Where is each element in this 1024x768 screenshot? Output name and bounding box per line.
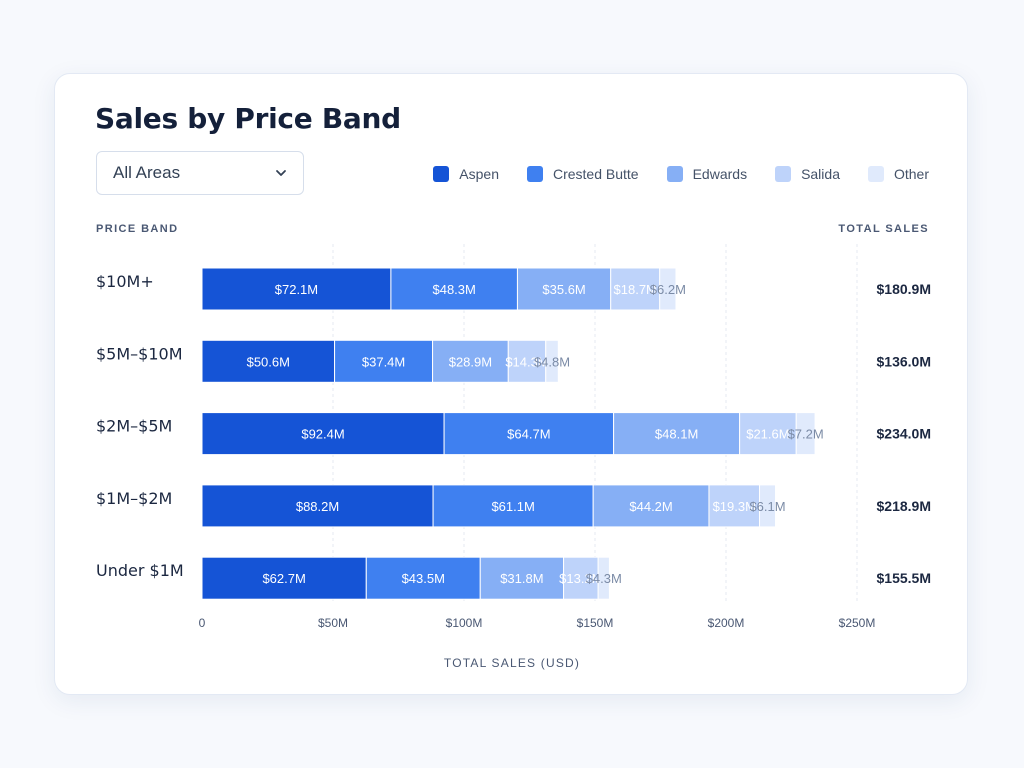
data-label: $88.2M bbox=[296, 499, 339, 514]
data-label: $4.3M bbox=[586, 571, 622, 586]
category-label: $10M+ bbox=[96, 272, 154, 291]
data-label: $72.1M bbox=[275, 282, 318, 297]
legend-item-edwards: Edwards bbox=[666, 166, 748, 182]
bar-segment-aspen bbox=[201, 556, 367, 600]
bar-segment-edwards bbox=[613, 412, 741, 456]
chevron-down-icon bbox=[276, 170, 286, 176]
total-sales-header: TOTAL SALES bbox=[838, 223, 929, 235]
category-label: Under $1M bbox=[96, 561, 184, 580]
bar-segment-salida bbox=[507, 339, 547, 383]
legend-item-crested-butte: Crested Butte bbox=[526, 166, 639, 182]
x-tick-label: 0 bbox=[199, 616, 206, 630]
data-label: $48.3M bbox=[432, 282, 475, 297]
data-label: $62.7M bbox=[262, 571, 305, 586]
x-tick-label: $50M bbox=[318, 616, 348, 630]
legend-label: Other bbox=[893, 166, 929, 182]
bar-segment-other bbox=[759, 484, 777, 528]
row-total-label: $155.5M bbox=[877, 570, 931, 586]
row-total-label: $218.9M bbox=[877, 498, 931, 514]
bar-segment-crested-butte bbox=[432, 484, 594, 528]
row-total-label: $136.0M bbox=[877, 353, 931, 369]
data-label: $4.8M bbox=[534, 354, 570, 369]
bar-segment-edwards bbox=[432, 339, 509, 383]
category-label: $1M–$2M bbox=[96, 489, 172, 508]
data-label: $18.7M bbox=[614, 282, 657, 297]
bar-segment-edwards bbox=[592, 484, 710, 528]
chart-title: Sales by Price Band bbox=[95, 102, 401, 135]
legend-label: Salida bbox=[801, 166, 840, 182]
data-label: $37.4M bbox=[362, 354, 405, 369]
chart-card: Sales by Price Band All Areas Aspen Crest… bbox=[54, 73, 968, 695]
legend-swatch bbox=[433, 166, 450, 182]
bar-segment-other bbox=[659, 267, 677, 311]
data-label: $6.2M bbox=[650, 282, 686, 297]
data-label: $92.4M bbox=[301, 427, 344, 442]
data-label: $64.7M bbox=[507, 427, 550, 442]
bar-segment-aspen bbox=[201, 267, 392, 311]
x-tick-label: $100M bbox=[446, 616, 483, 630]
area-filter-dropdown[interactable]: All Areas bbox=[96, 151, 304, 195]
category-label: $2M–$5M bbox=[96, 417, 172, 436]
bar-segment-aspen bbox=[201, 339, 336, 383]
data-label: $13.2M bbox=[559, 571, 602, 586]
legend-swatch bbox=[775, 166, 792, 182]
legend-swatch bbox=[666, 166, 683, 182]
legend-swatch bbox=[867, 166, 884, 182]
bar-segment-other bbox=[597, 556, 610, 600]
data-label: $43.5M bbox=[402, 571, 445, 586]
legend-item-aspen: Aspen bbox=[433, 166, 499, 182]
data-label: $48.1M bbox=[655, 427, 698, 442]
data-label: $21.6M bbox=[746, 427, 789, 442]
bar-segment-other bbox=[795, 412, 816, 456]
bar-segment-aspen bbox=[201, 412, 445, 456]
x-tick-label: $250M bbox=[839, 616, 876, 630]
legend-label: Aspen bbox=[459, 166, 499, 182]
data-label: $31.8M bbox=[500, 571, 543, 586]
data-label: $28.9M bbox=[449, 354, 492, 369]
legend-swatch bbox=[526, 166, 543, 182]
legend-item-other: Other bbox=[867, 166, 929, 182]
bar-segment-other bbox=[545, 339, 559, 383]
bar-segment-edwards bbox=[516, 267, 612, 311]
x-tick-label: $200M bbox=[708, 616, 745, 630]
price-band-header: PRICE BAND bbox=[96, 223, 179, 235]
data-label: $61.1M bbox=[491, 499, 534, 514]
area-filter-value: All Areas bbox=[113, 163, 181, 182]
data-label: $6.1M bbox=[749, 499, 785, 514]
bar-segment-edwards bbox=[479, 556, 565, 600]
stacked-bar-chart: 0 $50M $100M $150M $200M $250M $10M+ $72.1M $48.… bbox=[96, 244, 931, 630]
data-label: $50.6M bbox=[247, 354, 290, 369]
legend-label: Edwards bbox=[692, 166, 748, 182]
bar-segment-crested-butte bbox=[443, 412, 615, 456]
row-total-label: $234.0M bbox=[877, 426, 931, 442]
x-axis-title: TOTAL SALES (USD) bbox=[443, 656, 581, 670]
data-label: $44.2M bbox=[629, 499, 672, 514]
x-tick-label: $150M bbox=[577, 616, 614, 630]
legend-label: Crested Butte bbox=[552, 166, 639, 182]
data-label: $7.2M bbox=[788, 427, 824, 442]
bar-segment-salida bbox=[708, 484, 761, 528]
bar-segment-crested-butte bbox=[390, 267, 518, 311]
legend-item-salida: Salida bbox=[775, 166, 840, 182]
legend: Aspen Crested Butte Edwards Salida Other bbox=[433, 166, 929, 182]
data-label: $14.3M bbox=[505, 354, 548, 369]
data-label: $35.6M bbox=[542, 282, 585, 297]
data-label: $19.3M bbox=[713, 499, 756, 514]
bar-segment-salida bbox=[610, 267, 661, 311]
category-label: $5M–$10M bbox=[96, 344, 183, 363]
row-total-label: $180.9M bbox=[877, 281, 931, 297]
